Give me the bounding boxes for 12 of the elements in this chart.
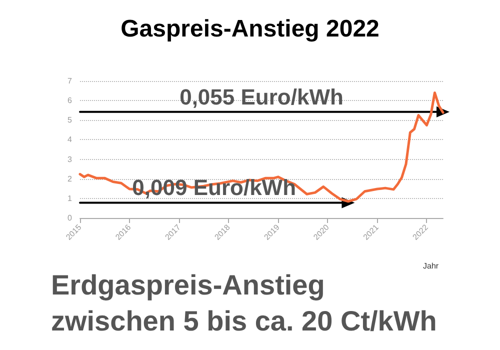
y-tick-label: 1 xyxy=(68,194,73,203)
y-tick-label: 5 xyxy=(68,116,73,125)
x-axis-title: Jahr xyxy=(423,262,439,270)
text: Erdgaspreis-Anstieg zwischen 5 bis ca. 20 Ct/kWh xyxy=(51,270,437,336)
chart-title: Gaspreis-Anstieg 2022 xyxy=(120,16,380,42)
y-tick-label: 7 xyxy=(68,76,73,86)
series-label: 0,055 Euro/kWh xyxy=(180,84,344,110)
y-tick-label: 3 xyxy=(68,154,73,164)
y-tick-label: 4 xyxy=(68,135,73,144)
y-tick-label: 6 xyxy=(68,96,73,106)
y-tick-label: 2 xyxy=(68,174,73,184)
y-tick-label: 0 xyxy=(68,214,73,222)
